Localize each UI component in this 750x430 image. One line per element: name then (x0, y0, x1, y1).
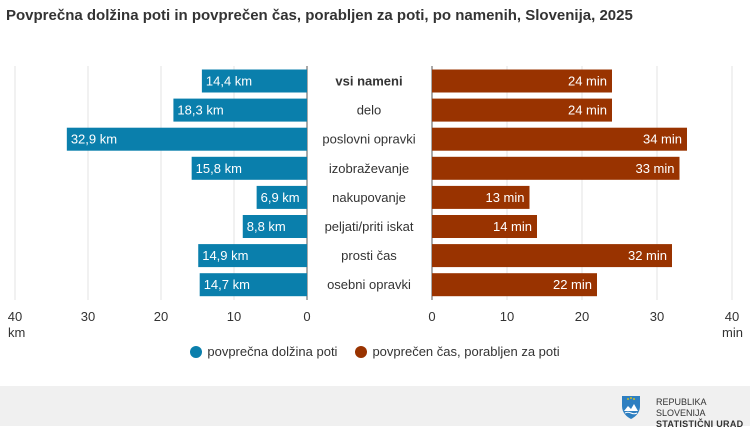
tick-label-left: 30 (81, 309, 95, 324)
coat-of-arms-icon (622, 396, 640, 419)
data-label-distance: 14,9 km (202, 248, 248, 263)
bar-distance (199, 273, 307, 297)
data-label-time: 14 min (493, 219, 532, 234)
data-label-distance: 32,9 km (71, 132, 117, 147)
data-label-distance: 18,3 km (177, 103, 223, 118)
bar-time (432, 215, 537, 238)
data-label-time: 22 min (553, 277, 592, 292)
category-label: nakupovanje (332, 190, 406, 205)
bar-time (432, 69, 612, 93)
category-label: izobraževanje (329, 161, 409, 176)
data-label-time: 32 min (628, 248, 667, 263)
data-label-distance: 8,8 km (247, 219, 286, 234)
tick-label-left: 0 (303, 309, 310, 324)
bar-time (432, 127, 687, 151)
legend-label-distance: povprečna dolžina poti (207, 344, 338, 359)
tick-label-right: 10 (500, 309, 514, 324)
bar-distance (198, 244, 307, 268)
diverging-bar-chart: 14,4 km 18,3 km 32,9 km 15,8 km 6,9 km 8,8 km… (8, 66, 743, 340)
axis-unit-label-left: km (8, 325, 25, 340)
legend-item-time[interactable]: povprečen čas, porabljen za poti (355, 344, 560, 359)
bar-distance (242, 215, 307, 238)
bar-distance (201, 69, 307, 93)
footer: REPUBLIKA SLOVENIJA STATISTIČNI URAD (0, 386, 750, 429)
tick-label-right: 40 (725, 309, 739, 324)
data-label-time: 34 min (643, 132, 682, 147)
data-label-time: 13 min (485, 190, 524, 205)
tick-label-right: 30 (650, 309, 664, 324)
data-label-distance: 14,4 km (206, 74, 252, 89)
legend-label-time: povprečen čas, porabljen za poti (372, 344, 560, 359)
tick-label-left: 20 (154, 309, 168, 324)
data-label-time: 24 min (568, 74, 607, 89)
category-label: prosti čas (341, 248, 397, 263)
data-label-time: 24 min (568, 103, 607, 118)
organization-line2: STATISTIČNI URAD (656, 419, 744, 429)
bar-time (432, 273, 597, 297)
organization-line1: REPUBLIKA SLOVENIJA (656, 397, 707, 418)
tick-label-right: 20 (575, 309, 589, 324)
legend-item-distance[interactable]: povprečna dolžina poti (190, 344, 337, 359)
axis-unit-label-right: min (722, 325, 743, 340)
category-label: poslovni opravki (322, 132, 415, 147)
bar-distance (256, 185, 307, 209)
tick-label-right: 0 (428, 309, 435, 324)
tick-label-left: 10 (227, 309, 241, 324)
category-label: osebni opravki (327, 277, 411, 292)
bar-time (432, 156, 680, 180)
category-label: delo (357, 103, 382, 118)
data-label-distance: 15,8 km (196, 161, 242, 176)
data-label-distance: 6,9 km (261, 190, 300, 205)
chart-title: Povprečna dolžina poti in povprečen čas,… (6, 7, 633, 24)
bar-distance (173, 98, 307, 122)
organization-name: REPUBLIKA SLOVENIJA STATISTIČNI URAD (656, 397, 750, 430)
data-label-distance: 14,7 km (204, 277, 250, 292)
bar-distance (191, 156, 307, 180)
bar-time (432, 244, 672, 268)
bar-time (432, 98, 612, 122)
tick-label-left: 40 (8, 309, 22, 324)
bar-distance (66, 127, 307, 151)
category-label: peljati/priti iskat (325, 219, 414, 234)
bar-time (432, 185, 530, 209)
category-label: vsi nameni (335, 74, 402, 89)
legend-swatch-distance (190, 345, 203, 358)
legend: povprečna dolžina poti povprečen čas, po… (0, 344, 750, 359)
data-label-time: 33 min (635, 161, 674, 176)
legend-swatch-time (355, 345, 368, 358)
